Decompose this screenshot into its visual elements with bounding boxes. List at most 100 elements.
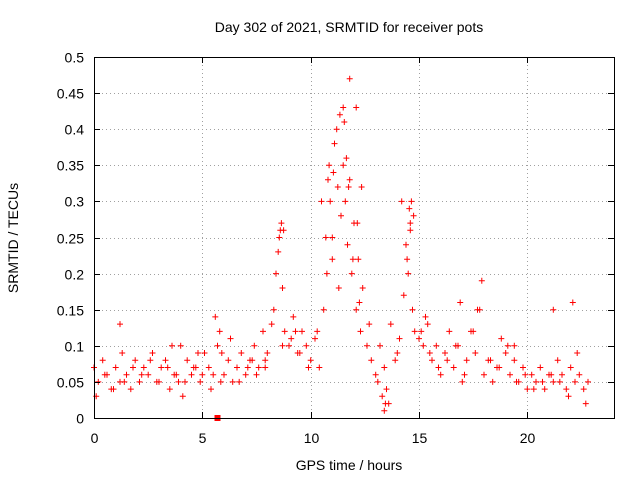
data-point <box>138 371 145 378</box>
y-tick-label: 0.35 <box>57 158 84 174</box>
data-point <box>356 299 363 306</box>
data-point <box>345 184 352 190</box>
data-point <box>574 350 581 356</box>
data-point <box>112 364 119 371</box>
x-tick-label: 0 <box>91 430 99 446</box>
data-point <box>273 270 279 277</box>
data-point <box>214 342 221 349</box>
data-point <box>251 342 258 349</box>
data-point <box>346 176 353 183</box>
data-point <box>338 212 344 219</box>
grid <box>94 57 614 418</box>
data-point <box>511 357 518 364</box>
data-point <box>528 371 535 378</box>
data-point <box>489 378 496 385</box>
data-point <box>121 378 128 385</box>
data-point <box>374 378 381 385</box>
data-point <box>392 357 399 364</box>
data-point <box>175 378 182 385</box>
data-point <box>576 371 583 378</box>
data-point <box>394 350 401 356</box>
data-point <box>498 335 505 342</box>
data-point <box>278 220 285 227</box>
data-point <box>359 285 366 291</box>
data-point <box>279 285 286 291</box>
data-point <box>276 234 283 241</box>
data-point <box>184 357 191 364</box>
data-point <box>539 378 546 385</box>
data-point <box>158 364 165 371</box>
data-point <box>554 357 561 364</box>
data-point <box>318 198 325 205</box>
data-point <box>286 342 292 349</box>
data-point <box>406 205 413 212</box>
data-point <box>346 75 353 82</box>
data-point <box>95 378 102 385</box>
data-point <box>410 212 417 219</box>
data-point <box>381 364 388 371</box>
data-point <box>530 386 537 393</box>
data-point <box>418 328 425 335</box>
data-point <box>442 350 448 356</box>
data-point <box>522 371 529 378</box>
data-point <box>343 155 350 162</box>
data-point <box>110 386 117 393</box>
data-point <box>496 364 503 371</box>
y-tick-label: 0.3 <box>65 194 85 210</box>
data-point <box>262 357 269 364</box>
data-point <box>299 328 305 335</box>
data-point <box>117 321 123 328</box>
data-point <box>377 342 383 349</box>
data-point <box>502 350 509 356</box>
data-point <box>398 198 405 205</box>
data-point <box>182 378 188 385</box>
data-point <box>461 371 468 378</box>
data-point <box>169 342 175 349</box>
data-point <box>472 350 479 356</box>
data-point <box>336 111 343 118</box>
data-point <box>218 350 225 356</box>
data-point <box>548 371 555 378</box>
data-point <box>136 378 143 385</box>
data-point <box>199 371 206 378</box>
data-point <box>325 176 331 183</box>
x-tick-label: 5 <box>199 430 207 446</box>
data-point <box>556 378 563 385</box>
data-point <box>567 364 574 371</box>
data-point <box>478 277 485 284</box>
data-point <box>437 371 444 378</box>
data-point <box>383 386 390 393</box>
data-point <box>197 378 204 385</box>
data-point <box>340 104 347 111</box>
data-point <box>140 364 147 371</box>
data-point <box>166 386 173 393</box>
data-point <box>229 378 236 385</box>
x-tick-label: 15 <box>412 430 428 446</box>
data-point <box>164 364 171 371</box>
data-point <box>541 386 548 393</box>
data-point <box>205 364 212 371</box>
data-point <box>585 378 591 385</box>
y-tick-label: 0 <box>76 411 84 427</box>
data-point <box>275 248 282 255</box>
data-point <box>329 234 336 241</box>
data-point <box>463 357 470 364</box>
y-tick-label: 0.1 <box>65 339 85 355</box>
data-point <box>288 335 295 342</box>
data-point <box>382 400 389 407</box>
data-point <box>408 198 415 205</box>
data-point <box>422 313 429 320</box>
data-point <box>459 378 466 385</box>
data-point <box>123 371 130 378</box>
data-point <box>156 378 162 385</box>
data-point <box>264 350 271 356</box>
data-point <box>504 342 511 349</box>
data-point <box>260 328 266 335</box>
data-point <box>270 306 277 313</box>
data-point <box>381 407 388 414</box>
data-point <box>314 328 321 335</box>
data-point <box>444 357 451 364</box>
data-point <box>364 342 370 349</box>
data-point <box>327 198 334 205</box>
data-point <box>513 378 520 385</box>
